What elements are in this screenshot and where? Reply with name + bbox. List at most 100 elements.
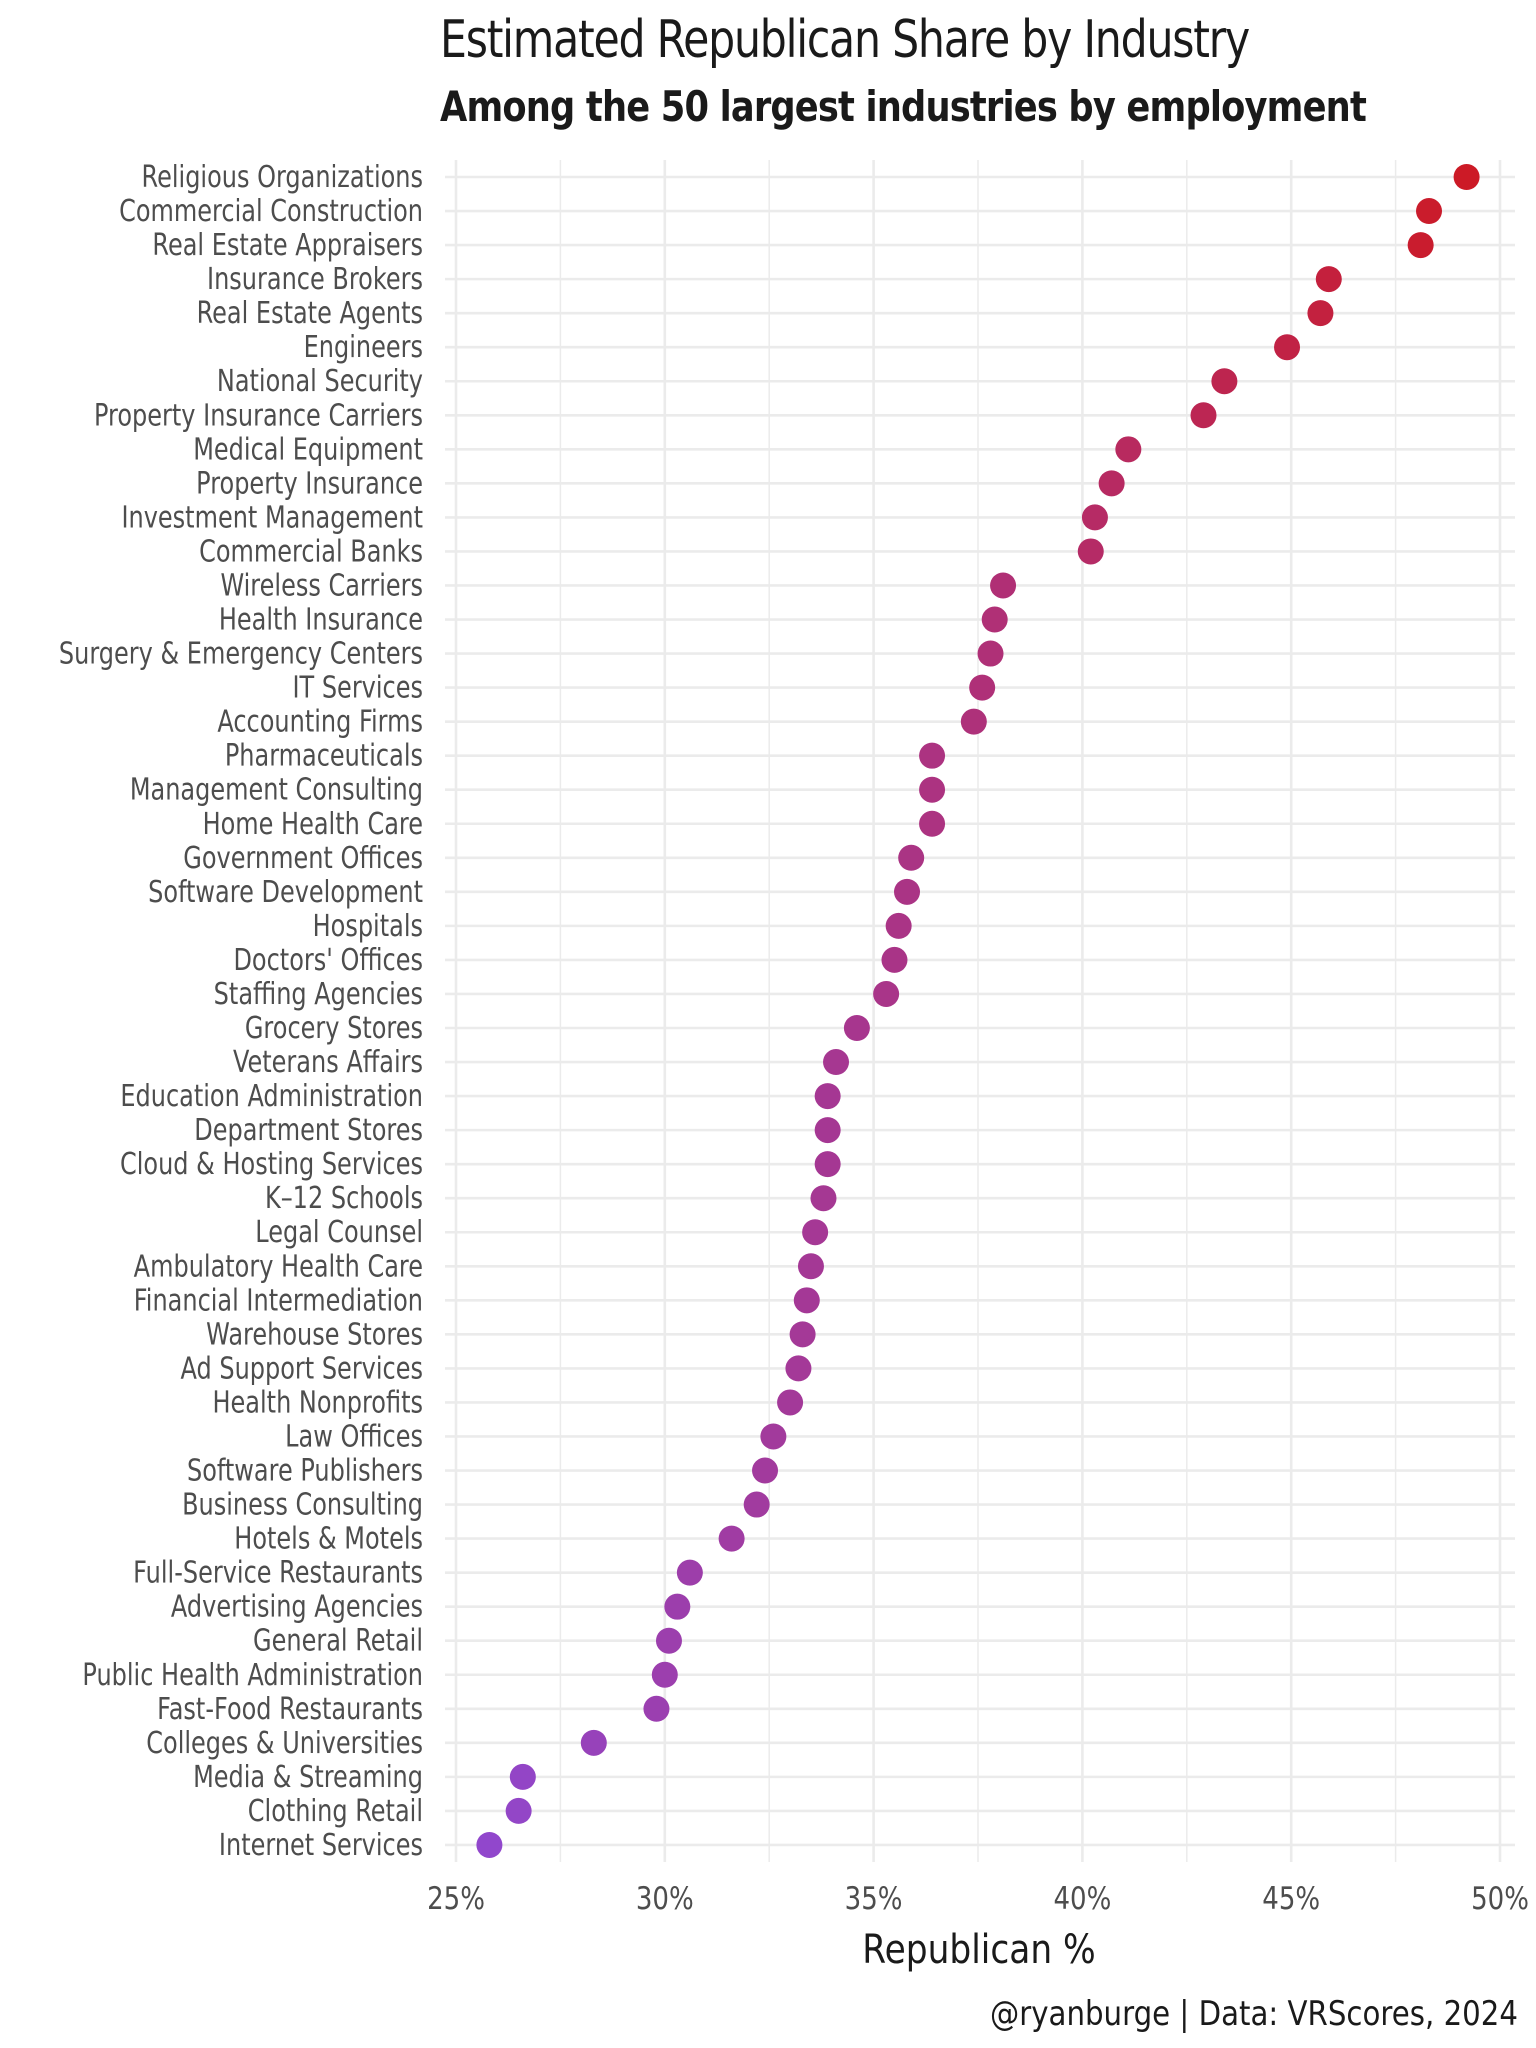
data-point <box>1190 402 1217 429</box>
category-label: Hospitals <box>313 909 423 943</box>
category-label: Real Estate Agents <box>197 297 423 331</box>
category-label: Ambulatory Health Care <box>134 1250 423 1284</box>
data-point <box>509 1763 536 1790</box>
data-point <box>1315 266 1342 293</box>
data-point <box>843 1015 870 1041</box>
category-label: Government Offices <box>183 841 423 875</box>
data-point <box>881 946 908 973</box>
data-point <box>797 1253 824 1280</box>
data-point <box>651 1661 678 1688</box>
data-point <box>664 1593 691 1620</box>
data-point <box>793 1287 820 1314</box>
data-point <box>960 708 987 735</box>
data-point <box>1115 436 1142 463</box>
caption: @ryanburge | Data: VRScores, 2024 <box>989 1994 1518 2034</box>
data-point <box>777 1389 804 1416</box>
data-point <box>743 1491 770 1518</box>
category-label: Medical Equipment <box>193 433 423 467</box>
category-label: Real Estate Appraisers <box>152 229 423 263</box>
category-label: Media & Streaming <box>193 1760 423 1794</box>
category-label: Colleges & Universities <box>146 1726 423 1760</box>
category-label: Management Consulting <box>130 773 423 807</box>
data-point <box>1211 368 1238 395</box>
x-tick-label: 25% <box>427 1880 485 1917</box>
data-point <box>655 1627 682 1654</box>
data-point <box>1407 232 1434 259</box>
data-point <box>1077 538 1104 565</box>
category-label: General Retail <box>253 1624 423 1658</box>
data-point <box>760 1423 787 1450</box>
data-point <box>752 1457 779 1484</box>
category-label: Commercial Construction <box>119 195 423 229</box>
category-label: Staffing Agencies <box>214 977 423 1011</box>
category-label: Financial Intermediation <box>134 1284 423 1318</box>
data-point <box>919 742 946 769</box>
category-label: Internet Services <box>219 1828 423 1862</box>
data-point <box>814 1117 841 1144</box>
data-point <box>977 640 1004 667</box>
data-point <box>1274 334 1301 361</box>
category-label: Home Health Care <box>203 807 423 841</box>
category-label: Pharmaceuticals <box>225 739 423 773</box>
category-label: Hotels & Motels <box>234 1522 423 1556</box>
data-point <box>1416 198 1443 225</box>
x-axis-title: Republican % <box>862 1925 1095 1972</box>
category-label: IT Services <box>292 671 423 705</box>
category-label: Legal Counsel <box>255 1216 423 1250</box>
data-point <box>785 1355 812 1382</box>
category-label: Surgery & Emergency Centers <box>59 637 423 671</box>
category-label: National Security <box>217 365 423 399</box>
category-label: Grocery Stores <box>245 1011 423 1045</box>
category-label: Law Offices <box>285 1420 423 1454</box>
chart-subtitle: Among the 50 largest industries by emplo… <box>440 82 1367 131</box>
category-label: Software Development <box>148 875 423 909</box>
category-label: Accounting Firms <box>217 705 423 739</box>
data-point <box>990 572 1017 599</box>
data-point <box>802 1219 829 1246</box>
data-point <box>718 1525 745 1552</box>
category-label: Commercial Banks <box>199 535 423 569</box>
category-label: Insurance Brokers <box>207 263 423 297</box>
category-label: Ad Support Services <box>181 1352 423 1386</box>
data-point <box>919 810 946 837</box>
category-label: Religious Organizations <box>142 160 423 194</box>
category-label: Software Publishers <box>187 1454 423 1488</box>
x-tick-label: 40% <box>1053 1880 1111 1917</box>
data-point <box>643 1695 670 1722</box>
category-label: Warehouse Stores <box>206 1318 423 1352</box>
category-label: Wireless Carriers <box>220 569 423 603</box>
data-point <box>476 1831 503 1858</box>
category-label: Public Health Administration <box>82 1658 423 1692</box>
data-point <box>969 674 996 701</box>
category-label: K–12 Schools <box>265 1182 423 1216</box>
category-label: Property Insurance <box>196 467 423 501</box>
category-label: Investment Management <box>121 501 423 535</box>
category-label: Cloud & Hosting Services <box>120 1148 423 1182</box>
x-tick-label: 30% <box>636 1880 694 1917</box>
data-point <box>919 776 946 803</box>
x-tick-label: 50% <box>1471 1880 1529 1917</box>
category-label: Health Nonprofits <box>212 1386 423 1420</box>
x-tick-label: 45% <box>1262 1880 1320 1917</box>
data-point <box>981 606 1008 633</box>
data-point <box>873 980 900 1007</box>
grid-lines <box>445 160 1515 1862</box>
data-point <box>1307 300 1334 327</box>
x-axis-ticks: 25% 30% 35% 40% 45% 50% <box>427 1880 1529 1917</box>
data-point <box>505 1797 532 1824</box>
data-point <box>814 1083 841 1110</box>
category-label: Veterans Affairs <box>233 1046 423 1080</box>
category-label: Full-Service Restaurants <box>133 1556 423 1590</box>
chart-title: Estimated Republican Share by Industry <box>440 10 1250 70</box>
category-label: Education Administration <box>120 1080 423 1114</box>
data-point <box>1081 504 1108 531</box>
category-label: Fast-Food Restaurants <box>157 1692 423 1726</box>
category-label: Engineers <box>304 331 423 365</box>
data-point <box>814 1151 841 1178</box>
data-point <box>898 844 925 871</box>
data-point <box>1098 470 1125 497</box>
data-point <box>676 1559 703 1586</box>
data-point <box>894 878 921 905</box>
data-point <box>1453 164 1480 190</box>
